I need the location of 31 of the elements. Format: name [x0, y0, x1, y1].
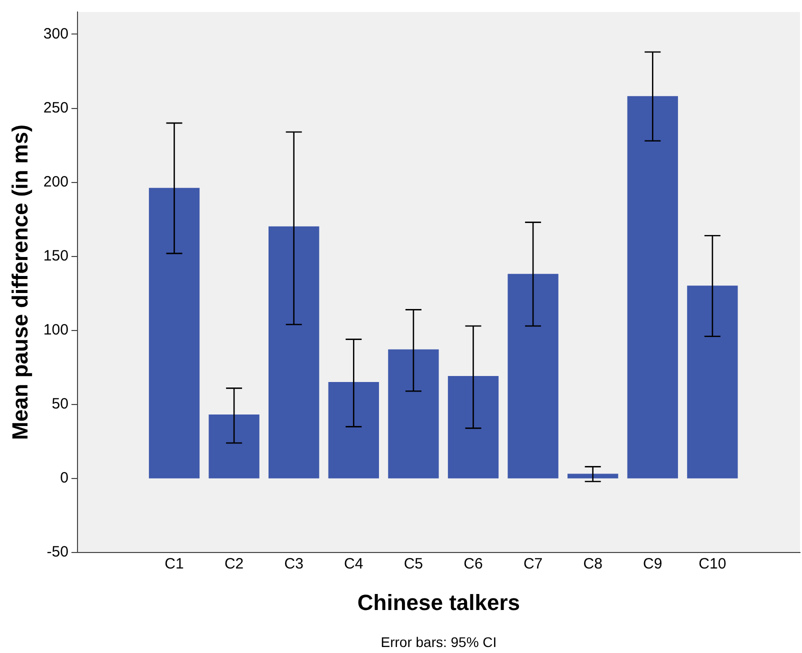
y-tick-label: 300 [43, 25, 68, 42]
x-tick-label: C2 [224, 556, 244, 573]
bar [687, 286, 738, 478]
x-tick-label: C3 [284, 556, 304, 573]
y-tick-label: 250 [43, 99, 68, 116]
y-tick-label: 0 [60, 470, 68, 487]
x-tick-label: C9 [643, 556, 662, 573]
text: Error bars: 95% CI [380, 634, 497, 650]
y-tick-label: 50 [52, 396, 68, 413]
bar [208, 414, 260, 478]
x-tick-label: C5 [404, 556, 424, 573]
bar [448, 376, 499, 478]
bar [268, 226, 320, 478]
y-tick-label: 150 [43, 248, 68, 265]
bar [568, 474, 618, 478]
bar [627, 96, 678, 478]
x-tick-label: C10 [698, 556, 726, 573]
x-axis-title: Chinese talkers [357, 590, 520, 615]
x-tick-label: C8 [583, 556, 602, 573]
x-tick-label: C6 [464, 556, 483, 573]
y-tick-label: 200 [43, 173, 68, 190]
bar [148, 188, 200, 478]
bar [508, 274, 558, 478]
y-axis-title: Mean pause difference (in ms) [7, 124, 32, 440]
x-tick-label: C1 [164, 556, 184, 573]
x-tick-label: C7 [523, 556, 543, 573]
bar [328, 382, 379, 478]
x-tick-label: C4 [344, 556, 364, 573]
y-tick-label: -50 [46, 544, 68, 561]
y-tick-label: 100 [43, 322, 68, 339]
bar [388, 349, 439, 478]
